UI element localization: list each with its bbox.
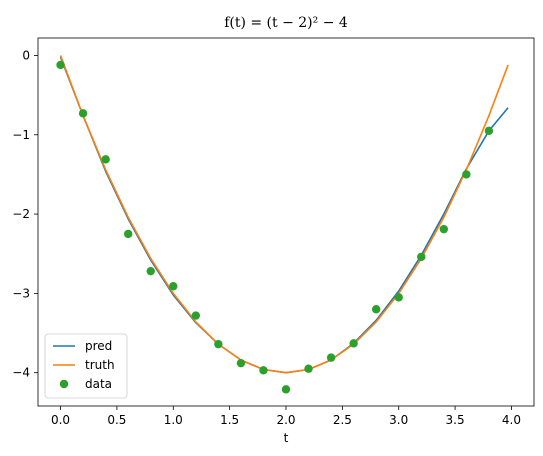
data-point xyxy=(259,366,268,375)
y-tick-label: −3 xyxy=(12,286,30,300)
y-tick-label: −4 xyxy=(12,366,30,380)
x-tick-label: 1.5 xyxy=(220,413,239,427)
data-point xyxy=(281,385,291,394)
data-point xyxy=(56,60,65,70)
data-point xyxy=(214,339,223,349)
data-point xyxy=(169,282,178,291)
chart-title: f(t) = (t − 2)² − 4 xyxy=(224,15,348,31)
x-tick-label: 4.0 xyxy=(502,413,521,427)
legend-label-data: data xyxy=(85,377,112,391)
data-point xyxy=(326,353,336,362)
y-tick-label: 0 xyxy=(22,48,30,62)
x-axis-label: t xyxy=(284,431,289,445)
data-point xyxy=(394,293,403,302)
legend: pred truth data xyxy=(44,333,128,399)
data-point xyxy=(236,358,246,368)
x-tick-label: 2.0 xyxy=(276,413,295,427)
series-layer xyxy=(56,55,509,394)
y-tick-label: −2 xyxy=(12,207,30,221)
data-point xyxy=(439,224,449,234)
data-point xyxy=(146,266,155,276)
data-point xyxy=(101,155,110,164)
data-point xyxy=(123,229,133,239)
legend-label-truth: truth xyxy=(85,358,115,372)
y-tick-label: −1 xyxy=(12,128,30,142)
data-point xyxy=(191,311,201,320)
legend-swatch-data xyxy=(59,379,69,389)
x-tick-label: 0.0 xyxy=(51,413,70,427)
y-axis: 0 −1 −2 −3 −4 xyxy=(12,48,38,380)
series-line-truth xyxy=(59,55,509,374)
data-point xyxy=(304,364,313,373)
data-point xyxy=(371,305,381,314)
legend-label-pred: pred xyxy=(85,339,112,353)
data-point xyxy=(484,126,494,135)
data-point xyxy=(417,252,426,262)
x-tick-label: 3.0 xyxy=(389,413,408,427)
data-point xyxy=(78,109,88,118)
data-point xyxy=(349,339,358,348)
x-tick-label: 3.5 xyxy=(446,413,465,427)
x-axis: 0.0 0.5 1.0 1.5 2.0 2.5 3.0 3.5 4.0 xyxy=(51,406,521,427)
data-point xyxy=(462,170,471,179)
x-tick-label: 0.5 xyxy=(107,413,126,427)
x-tick-label: 1.0 xyxy=(164,413,183,427)
x-tick-label: 2.5 xyxy=(333,413,352,427)
